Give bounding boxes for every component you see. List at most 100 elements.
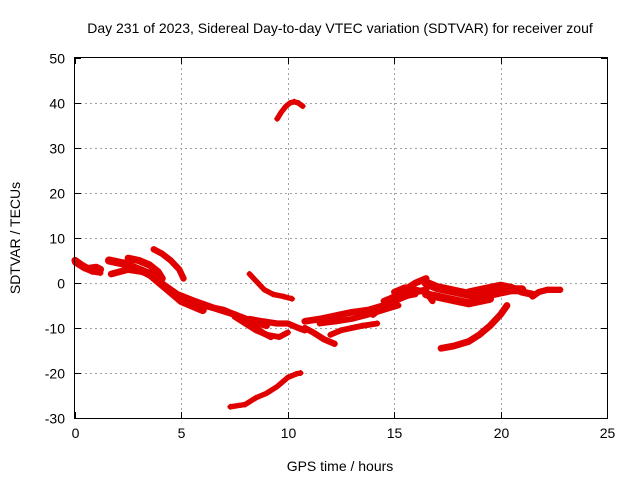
data-point xyxy=(274,115,281,122)
series-arc-5 xyxy=(124,254,166,283)
data-point xyxy=(242,320,249,327)
data-point xyxy=(261,286,268,293)
series-band xyxy=(421,278,527,301)
data-point xyxy=(433,293,440,300)
series-arc-25 xyxy=(380,291,419,304)
data-point xyxy=(348,309,355,316)
grid xyxy=(75,58,607,418)
data-point xyxy=(284,320,291,327)
series-arc-22 xyxy=(465,281,537,298)
y-tick-label: 50 xyxy=(49,51,65,67)
data-point xyxy=(199,302,206,309)
data-point xyxy=(412,291,419,298)
series-band xyxy=(380,291,419,304)
data-point xyxy=(333,318,340,325)
data-point xyxy=(154,268,161,275)
data-point xyxy=(125,266,132,273)
data-point xyxy=(291,98,298,105)
data-point xyxy=(301,325,308,331)
data-point xyxy=(135,257,142,264)
data-point xyxy=(284,374,291,381)
data-point xyxy=(180,275,187,282)
data-point xyxy=(146,262,153,268)
x-tick-label: 5 xyxy=(178,425,186,441)
y-tick-label: 30 xyxy=(49,141,65,157)
data-point xyxy=(284,329,291,336)
y-tick-label: 20 xyxy=(49,186,65,202)
data-point xyxy=(508,284,515,291)
data-point xyxy=(369,311,376,318)
data-point xyxy=(167,257,174,264)
data-point xyxy=(159,275,166,282)
data-point xyxy=(374,320,381,327)
y-tick-label: -30 xyxy=(45,411,65,427)
data-point xyxy=(320,336,327,343)
data-point xyxy=(252,277,259,284)
data-point xyxy=(278,109,285,115)
data-point xyxy=(89,268,96,275)
data-point xyxy=(150,246,157,253)
data-point xyxy=(159,250,166,257)
series-arc-10 xyxy=(246,271,296,302)
data-point xyxy=(529,293,536,300)
data-point xyxy=(497,289,504,295)
data-point xyxy=(380,298,387,304)
data-point xyxy=(316,320,323,327)
y-tick-label: 40 xyxy=(49,96,65,112)
data-point xyxy=(423,280,430,286)
data-point xyxy=(455,298,462,304)
data-point xyxy=(331,340,338,347)
axis-ticks: 0 5 10 15 20 25 -30 -20 -10 0 10 20 30 40 50 xyxy=(45,51,616,442)
data-point xyxy=(401,293,408,300)
x-axis-label: GPS time / hours xyxy=(287,458,394,474)
data-point xyxy=(535,289,542,295)
data-point xyxy=(80,265,87,272)
data-point xyxy=(476,298,483,304)
data-point xyxy=(97,270,104,277)
y-tick-label: -20 xyxy=(45,366,65,382)
data-point xyxy=(120,260,127,267)
data-point xyxy=(465,289,472,295)
series-arc-11 xyxy=(274,98,306,122)
data-point xyxy=(412,280,419,286)
series-band xyxy=(246,271,295,302)
data-point xyxy=(108,271,115,277)
series-band xyxy=(437,302,511,352)
series-arc-12 xyxy=(227,370,304,410)
data-point xyxy=(327,313,334,320)
data-point xyxy=(503,302,510,309)
data-point xyxy=(280,293,287,300)
data-point xyxy=(476,286,483,293)
y-tick-label: -10 xyxy=(45,321,65,337)
data-point xyxy=(486,295,493,302)
series-band xyxy=(231,313,291,340)
data-series xyxy=(71,98,564,410)
data-point xyxy=(465,300,472,307)
data-point xyxy=(557,286,564,293)
data-point xyxy=(93,264,100,271)
data-point xyxy=(438,345,445,352)
data-point xyxy=(401,284,408,291)
data-point xyxy=(327,331,334,338)
y-axis-label: SDTVAR / TECUs xyxy=(7,182,23,294)
data-point xyxy=(444,286,451,293)
x-tick-label: 20 xyxy=(494,425,510,441)
data-point xyxy=(497,282,504,289)
series-arc-6 xyxy=(150,246,187,282)
data-point xyxy=(106,257,113,264)
y-tick-label: 0 xyxy=(57,276,65,292)
data-point xyxy=(433,284,440,291)
x-tick-label: 15 xyxy=(387,425,403,441)
series-arc-16 xyxy=(316,302,402,327)
data-point xyxy=(282,103,289,110)
x-tick-label: 10 xyxy=(281,425,297,441)
data-point xyxy=(486,284,493,291)
data-point xyxy=(274,320,281,327)
data-point xyxy=(297,370,304,376)
data-point xyxy=(293,370,300,377)
data-point xyxy=(338,327,344,334)
data-point xyxy=(295,100,302,106)
data-point xyxy=(338,311,344,318)
data-point xyxy=(161,282,168,289)
